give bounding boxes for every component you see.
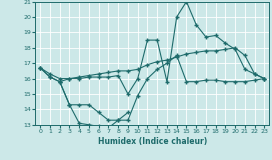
X-axis label: Humidex (Indice chaleur): Humidex (Indice chaleur) [98, 137, 207, 146]
